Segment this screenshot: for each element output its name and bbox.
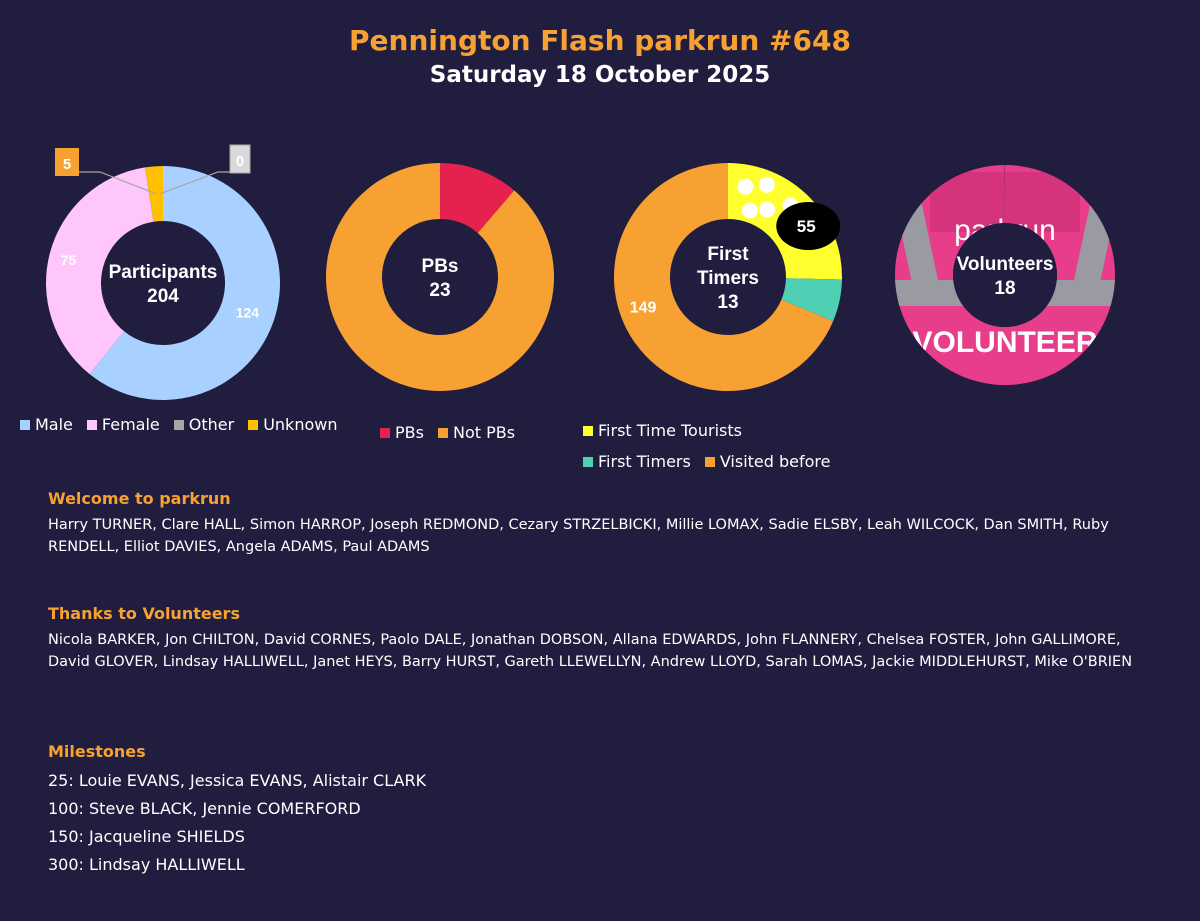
slice-unknown [145, 166, 163, 222]
volunteers-donut-chart: parkrunVOLUNTEERVolunteers18 [894, 165, 1115, 385]
legend-item-pbs: PBs [380, 423, 424, 442]
volunteers-names: Nicola BARKER, Jon CHILTON, David CORNES… [48, 632, 1133, 670]
participants-legend: Male Female Other Unknown [20, 415, 340, 434]
legend-label: Other [188, 415, 235, 434]
center-label: Participants [109, 262, 218, 283]
milestones-title: Milestones [48, 742, 146, 761]
legend-swatch [380, 427, 390, 438]
legend-item-first-time-tourists: First Time Tourists [583, 421, 742, 440]
legend-swatch [20, 419, 30, 430]
welcome-names: Harry TURNER, Clare HALL, Simon HARROP, … [48, 517, 1109, 555]
donut-hole [953, 223, 1057, 327]
slice-male [89, 166, 280, 400]
legend-label: PBs [395, 423, 424, 442]
callout-box-other [229, 144, 251, 174]
legend-swatch [583, 425, 593, 436]
legend-item-female: Female [86, 415, 160, 434]
first-timers-legend: First Time Tourists First Timers Visited b… [583, 421, 863, 471]
legend-label: First Timers [598, 452, 691, 471]
center-label: Timers [697, 268, 759, 289]
tourist-dot [758, 176, 775, 193]
legend-item-unknown: Unknown [248, 415, 337, 434]
legend-label: Male [35, 415, 73, 434]
data-label-male: 124 [236, 305, 260, 321]
slice-pbs [440, 163, 515, 233]
volunteer-picture-text: VOLUNTEER [912, 326, 1097, 359]
legend-item-first-timers: First Timers [583, 452, 691, 471]
slice-visited-before [614, 163, 834, 391]
data-label-unknown: 5 [63, 156, 71, 173]
legend-item-visited-before: Visited before [704, 452, 831, 471]
center-value: 204 [147, 286, 179, 307]
tourist-dot [759, 201, 776, 218]
center-value: 18 [994, 278, 1015, 299]
legend-swatch [583, 456, 593, 467]
welcome-title: Welcome to parkrun [48, 489, 231, 508]
tourist-dot [737, 178, 754, 195]
data-label-visited: 149 [630, 300, 657, 317]
center-label: First [707, 244, 749, 265]
legend-label: Not PBs [452, 423, 516, 442]
page-subtitle: Saturday 18 October 2025 [429, 62, 771, 88]
center-label: Volunteers [957, 254, 1054, 275]
callout-box-unknown [55, 148, 79, 176]
slice-not-pbs [326, 163, 554, 391]
legend-label: Unknown [263, 415, 338, 434]
center-value: 23 [429, 280, 450, 301]
legend-swatch [248, 419, 259, 430]
legend-swatch [704, 456, 715, 467]
pbs-donut-chart: PBs 23 [326, 163, 554, 391]
legend-swatch [437, 427, 448, 438]
leader-line-other [159, 171, 230, 195]
participants-donut-chart: Participants 204 124 75 5 0 [46, 144, 280, 400]
milestones-section: Milestones 25: Louie EVANS, Jessica EVAN… [48, 742, 1158, 879]
legend-swatch [86, 419, 97, 430]
page-title: Pennington Flash parkrun #648 [349, 24, 851, 57]
milestone-line: 150: Jacqueline SHIELDS [48, 827, 245, 846]
data-label-other: 0 [236, 153, 244, 170]
legend-item-male: Male [20, 415, 73, 434]
volunteers-section: Thanks to Volunteers Nicola BARKER, Jon … [48, 604, 1158, 673]
data-label-female: 75 [61, 252, 77, 268]
center-value: 13 [717, 292, 738, 313]
volunteers-title: Thanks to Volunteers [48, 604, 240, 623]
slice-female [46, 167, 154, 375]
pbs-legend: PBs Not PBs [380, 423, 580, 442]
sheep-icon [776, 202, 841, 251]
legend-label: First Time Tourists [598, 421, 742, 440]
legend-swatch [173, 419, 184, 430]
milestone-line: 25: Louie EVANS, Jessica EVANS, Alistair… [48, 771, 427, 790]
legend-item-other: Other [173, 415, 235, 434]
legend-label: Visited before [719, 452, 831, 471]
slice-first-timers [781, 278, 842, 322]
center-label: PBs [422, 256, 459, 277]
data-label-tourists: 55 [797, 217, 816, 236]
welcome-section: Welcome to parkrun Harry TURNER, Clare H… [48, 489, 1158, 558]
legend-item-not-pbs: Not PBs [437, 423, 516, 442]
legend-label: Female [101, 415, 160, 434]
milestone-line: 100: Steve BLACK, Jennie COMERFORD [48, 799, 361, 818]
first-timers-donut-chart: 55 149 First Timers 13 [614, 163, 842, 391]
tourist-dot [741, 202, 758, 219]
milestone-line: 300: Lindsay HALLIWELL [48, 855, 245, 874]
